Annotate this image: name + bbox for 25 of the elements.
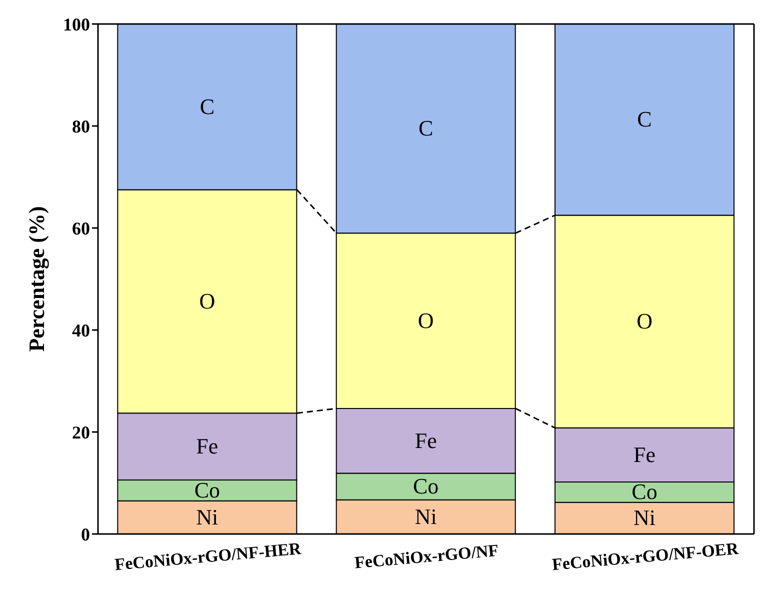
text: Fe [414, 428, 437, 453]
series-label: Co [413, 474, 439, 499]
series-label: Fe [634, 442, 656, 467]
series-label: O [418, 308, 434, 333]
series-label: C [200, 94, 215, 119]
y-tick-label: 80 [72, 116, 90, 136]
text: Co [194, 477, 220, 502]
y-tick-label: 40 [72, 320, 90, 340]
text: Fe [196, 434, 218, 459]
x-tick-label: FeCoNiOx-rGO/NF [354, 540, 500, 572]
text: Ni [196, 504, 218, 530]
text: Co [632, 479, 658, 504]
y-tick-label: 100 [63, 14, 90, 34]
text: O [199, 288, 216, 314]
text: O [636, 308, 652, 334]
text: Ni [414, 504, 437, 529]
y-axis-title: Percentage (%) [24, 206, 49, 352]
y-tick-label: 60 [72, 218, 90, 238]
y-tick-label: 0 [81, 524, 90, 544]
text: C [418, 116, 434, 141]
y-tick-label: 20 [72, 422, 90, 442]
x-tick-label: FeCoNiOx-rGO/NF-OER [551, 538, 740, 574]
x-tick-label: FeCoNiOx-rGO/NF-HER [114, 538, 303, 574]
series-label: Ni [634, 505, 656, 530]
text: C [637, 106, 652, 132]
